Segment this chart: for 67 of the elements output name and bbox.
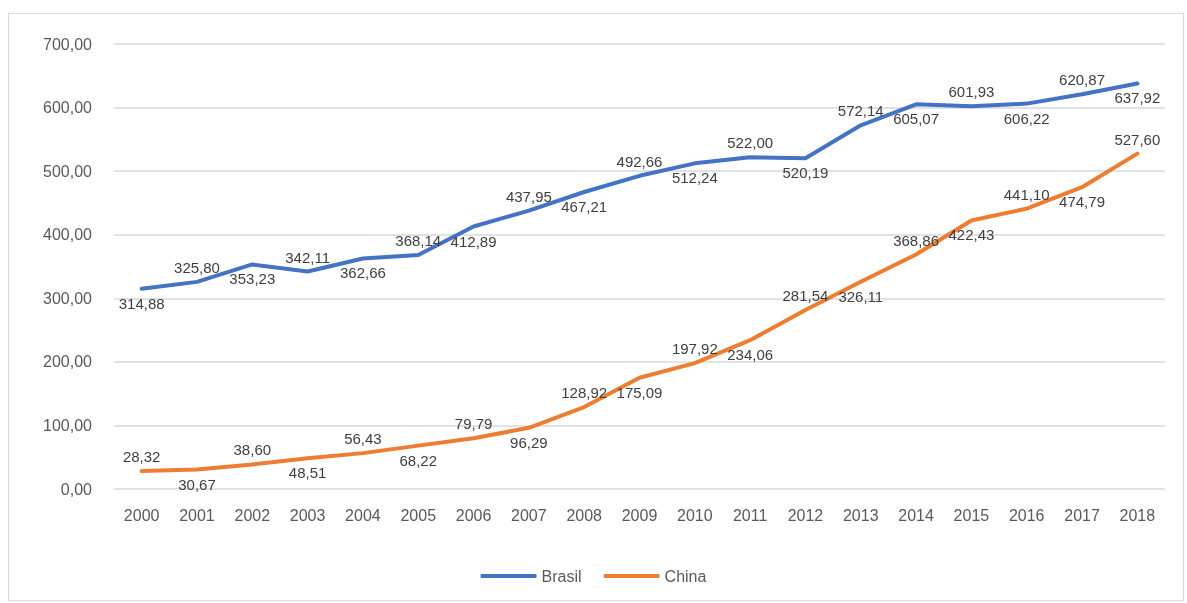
data-label: 128,92 [561,384,608,402]
data-label: 38,60 [233,441,272,459]
data-label: 30,67 [178,475,216,493]
y-tick-label: 500,00 [43,162,93,180]
y-tick-label: 400,00 [43,226,93,244]
data-label: 362,66 [339,264,386,282]
data-label: 441,10 [1003,185,1050,203]
data-label: 606,22 [1003,109,1050,127]
data-label: 314,88 [118,294,165,312]
legend-label: Brasil [541,567,582,585]
x-tick-label: 2014 [898,506,934,524]
data-label: 492,66 [616,152,663,170]
data-label: 512,24 [671,169,718,187]
data-label: 68,22 [399,451,438,469]
y-tick-label: 200,00 [43,353,93,371]
data-label: 281,54 [782,287,829,305]
x-tick-label: 2018 [1119,506,1156,524]
data-label: 175,09 [616,383,663,401]
x-tick-label: 2000 [123,506,160,524]
data-label: 342,11 [285,248,330,266]
data-label: 620,87 [1059,71,1105,89]
x-tick-label: 2017 [1064,506,1100,524]
x-tick-label: 2015 [953,506,990,524]
data-label: 422,43 [948,226,995,244]
x-tick-label: 2012 [787,506,824,524]
y-tick-label: 300,00 [43,289,93,307]
data-label: 353,23 [229,270,276,288]
data-label: 197,92 [671,340,718,358]
data-label: 601,93 [948,83,995,101]
x-tick-label: 2011 [732,506,768,524]
data-label: 234,06 [727,346,774,364]
data-label: 56,43 [344,430,382,448]
data-label: 467,21 [561,197,608,215]
x-tick-label: 2003 [289,506,326,524]
data-label: 412,89 [450,232,497,250]
x-tick-label: 2016 [1008,506,1045,524]
data-label: 48,51 [288,464,327,482]
data-label: 605,07 [893,110,940,128]
data-label: 527,60 [1114,130,1161,148]
x-tick-label: 2007 [511,506,547,524]
data-label: 79,79 [454,415,493,433]
y-tick-label: 700,00 [43,35,93,53]
data-label: 474,79 [1059,193,1105,211]
legend-label: China [664,567,707,585]
data-label: 572,14 [837,102,884,120]
x-tick-label: 2002 [234,506,271,524]
y-tick-label: 0,00 [60,480,93,498]
y-tick-label: 600,00 [43,99,93,117]
x-tick-label: 2010 [677,506,713,524]
data-label: 368,86 [893,231,940,249]
x-tick-label: 2004 [345,506,381,524]
x-tick-label: 2006 [455,506,492,524]
data-label: 325,80 [174,258,220,276]
x-tick-label: 2008 [566,506,603,524]
x-tick-label: 2001 [179,506,215,524]
x-tick-label: 2005 [400,506,437,524]
data-label: 637,92 [1114,89,1161,107]
data-label: 368,14 [395,231,442,249]
data-label: 520,19 [782,164,829,182]
data-label: 326,11 [838,287,884,305]
x-tick-label: 2013 [842,506,879,524]
data-label: 96,29 [510,433,548,451]
y-tick-label: 100,00 [43,416,93,434]
data-label: 437,95 [505,187,552,205]
data-label: 28,32 [122,448,161,465]
data-label: 522,00 [727,134,774,152]
x-tick-label: 2009 [621,506,658,524]
